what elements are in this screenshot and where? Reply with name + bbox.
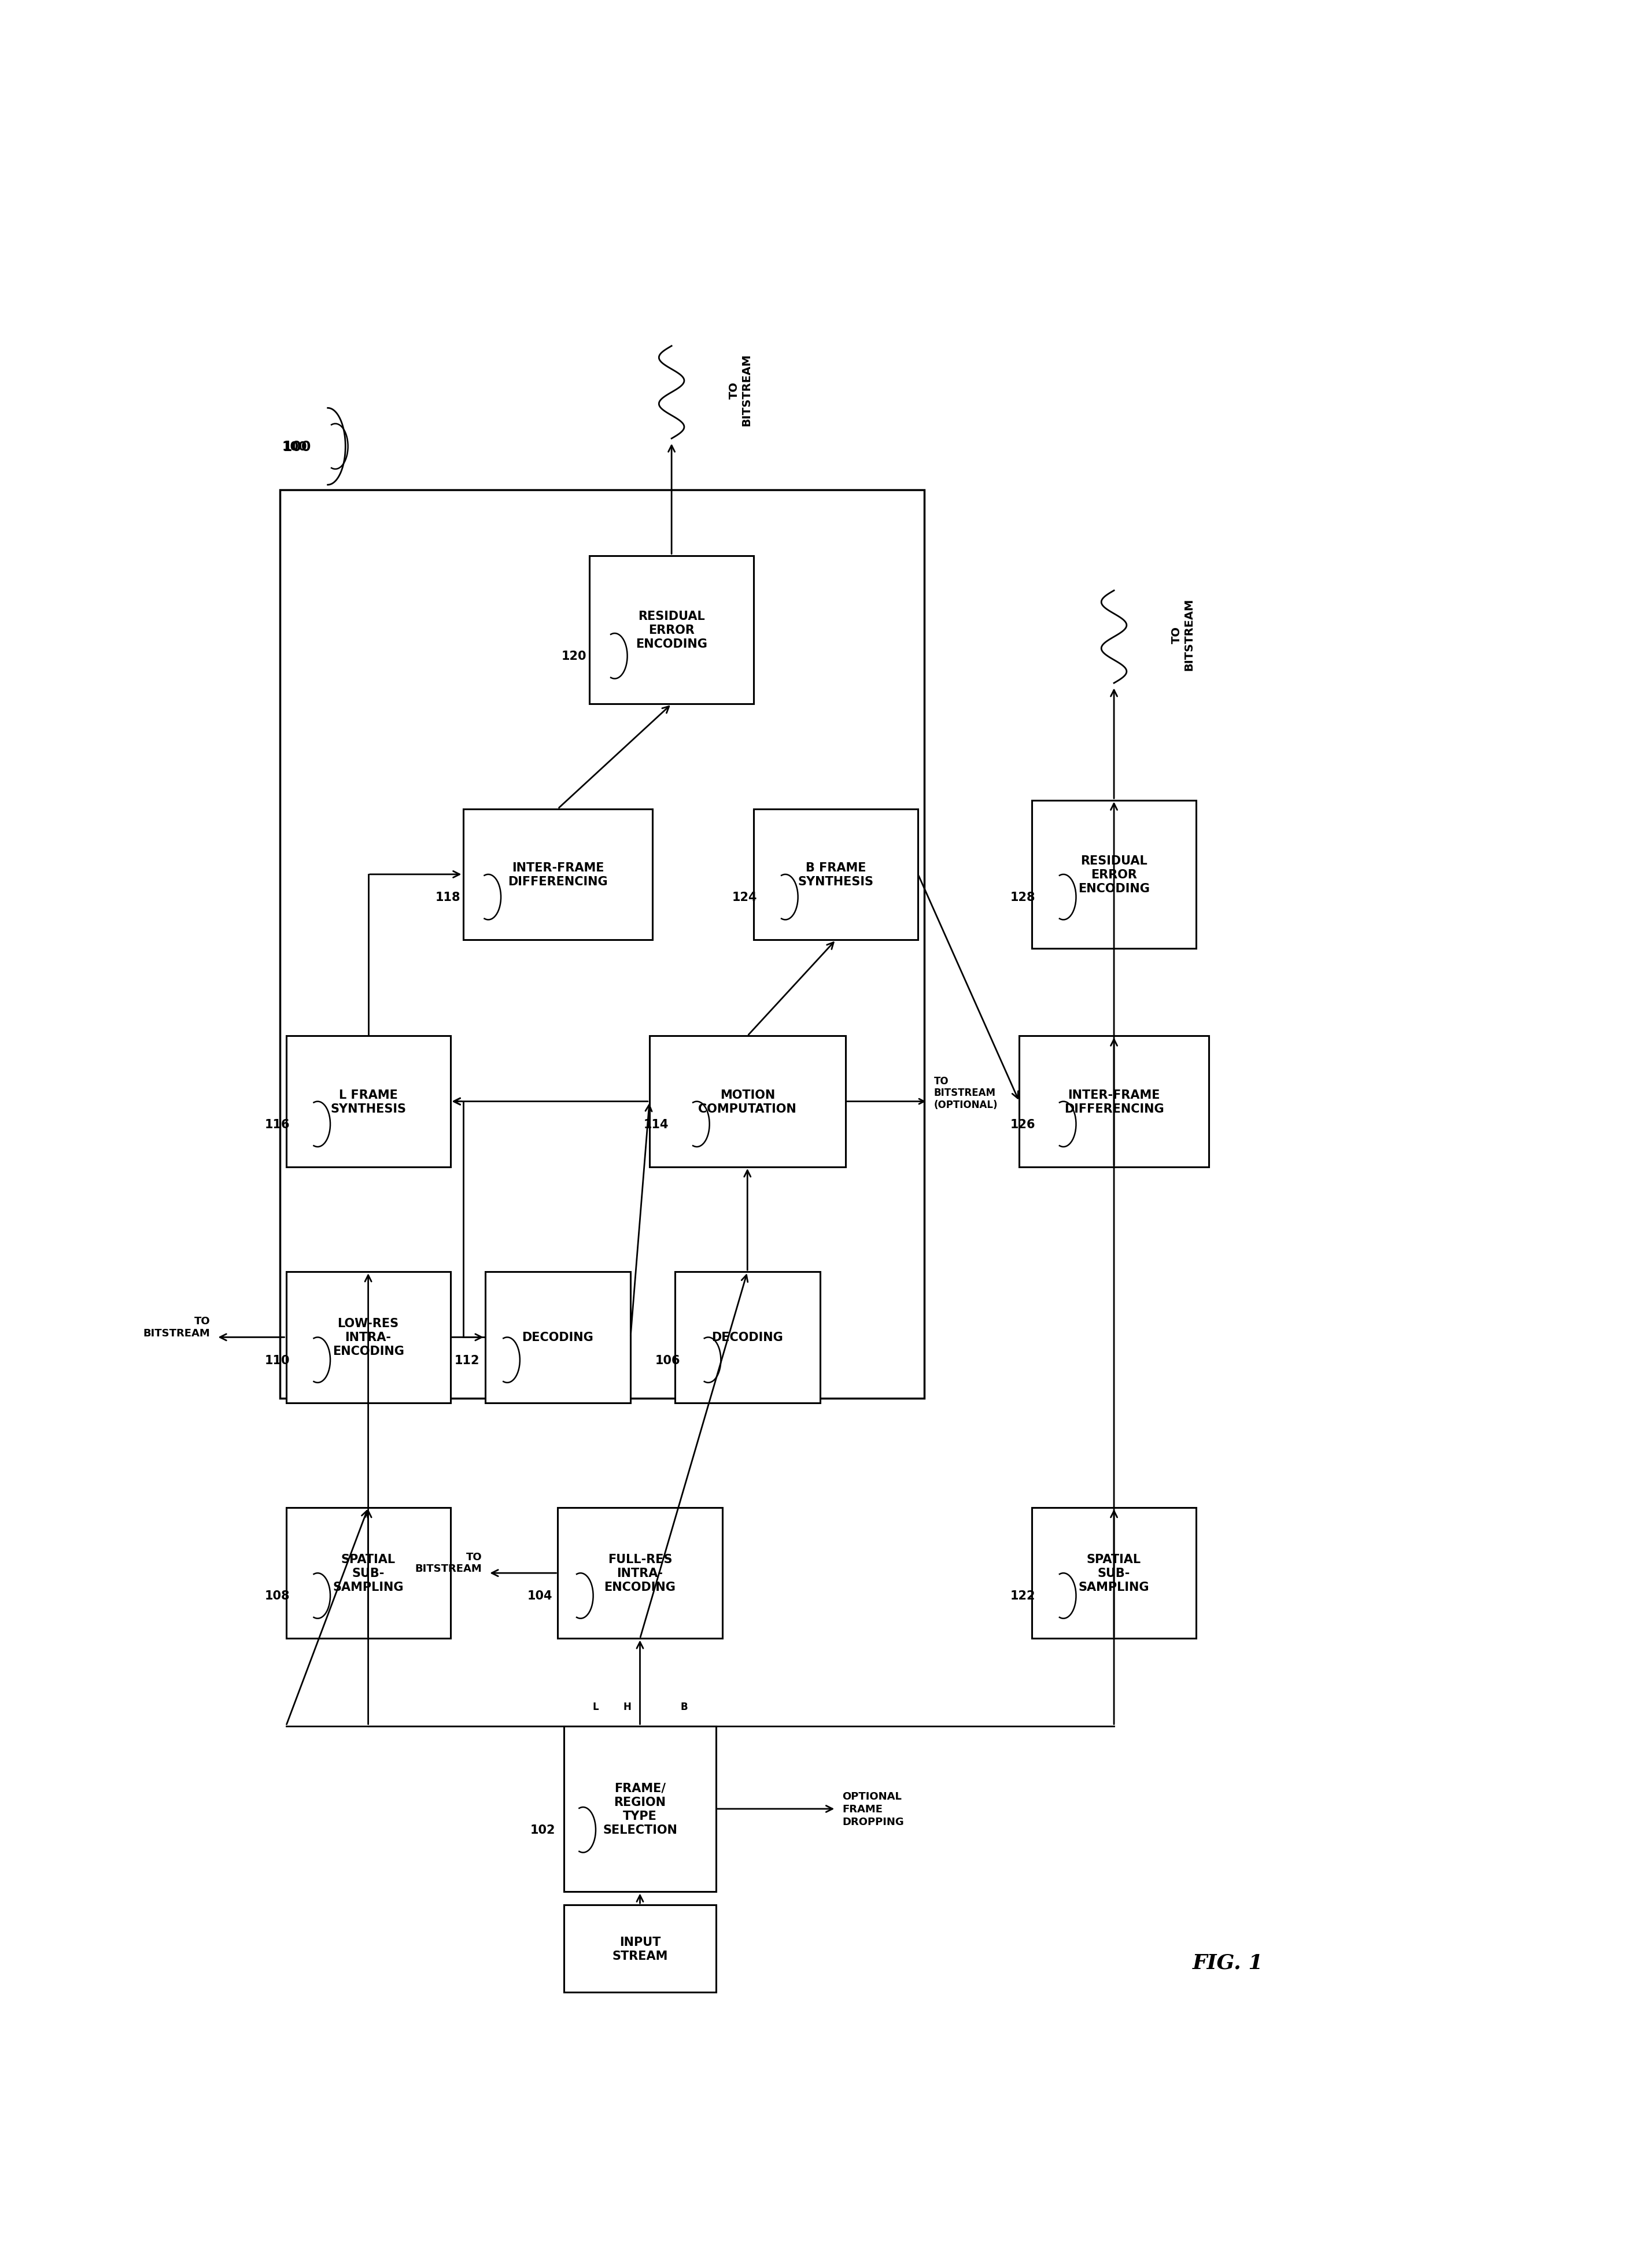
- Text: B: B: [680, 1701, 688, 1712]
- Text: 128: 128: [1010, 891, 1036, 903]
- Bar: [285, 1272, 450, 1404]
- Bar: [281, 490, 925, 1399]
- Text: 102: 102: [530, 1823, 555, 1835]
- Text: RESIDUAL
ERROR
ENCODING: RESIDUAL ERROR ENCODING: [636, 610, 708, 651]
- Text: 106: 106: [656, 1354, 680, 1365]
- Bar: [564, 1905, 716, 1991]
- Bar: [564, 1726, 716, 1892]
- Bar: [754, 810, 918, 941]
- Bar: [675, 1272, 820, 1404]
- Text: 112: 112: [453, 1354, 480, 1365]
- Text: INTER-FRAME
DIFFERENCING: INTER-FRAME DIFFERENCING: [1063, 1089, 1165, 1114]
- Bar: [558, 1508, 723, 1640]
- Text: 116: 116: [264, 1118, 290, 1129]
- Text: INPUT
STREAM: INPUT STREAM: [612, 1937, 667, 1962]
- Text: 124: 124: [732, 891, 757, 903]
- Text: DECODING: DECODING: [711, 1331, 783, 1343]
- Text: B FRAME
SYNTHESIS: B FRAME SYNTHESIS: [798, 862, 874, 887]
- Text: 122: 122: [1010, 1590, 1036, 1601]
- Text: 120: 120: [561, 651, 587, 662]
- Bar: [1032, 1508, 1196, 1640]
- Bar: [649, 1036, 845, 1168]
- Text: TO
BITSTREAM
(OPTIONAL): TO BITSTREAM (OPTIONAL): [935, 1075, 998, 1109]
- Text: 104: 104: [527, 1590, 553, 1601]
- Text: 108: 108: [264, 1590, 290, 1601]
- Text: SPATIAL
SUB-
SAMPLING: SPATIAL SUB- SAMPLING: [1078, 1554, 1150, 1592]
- Text: MOTION
COMPUTATION: MOTION COMPUTATION: [698, 1089, 796, 1114]
- Text: 100: 100: [282, 440, 307, 454]
- Text: RESIDUAL
ERROR
ENCODING: RESIDUAL ERROR ENCODING: [1078, 855, 1150, 894]
- Text: SPATIAL
SUB-
SAMPLING: SPATIAL SUB- SAMPLING: [333, 1554, 403, 1592]
- Bar: [285, 1508, 450, 1640]
- Text: OPTIONAL
FRAME
DROPPING: OPTIONAL FRAME DROPPING: [842, 1792, 904, 1828]
- Bar: [484, 1272, 631, 1404]
- Bar: [1032, 801, 1196, 948]
- Text: FULL-RES
INTRA-
ENCODING: FULL-RES INTRA- ENCODING: [603, 1554, 675, 1592]
- Text: L FRAME
SYNTHESIS: L FRAME SYNTHESIS: [331, 1089, 406, 1114]
- Text: 100: 100: [282, 440, 312, 454]
- Text: INTER-FRAME
DIFFERENCING: INTER-FRAME DIFFERENCING: [507, 862, 608, 887]
- Bar: [589, 556, 754, 705]
- Text: LOW-RES
INTRA-
ENCODING: LOW-RES INTRA- ENCODING: [333, 1318, 404, 1356]
- Text: TO
BITSTREAM: TO BITSTREAM: [414, 1551, 483, 1574]
- Text: 126: 126: [1010, 1118, 1036, 1129]
- Bar: [285, 1036, 450, 1168]
- Bar: [1019, 1036, 1209, 1168]
- Bar: [463, 810, 652, 941]
- Text: FRAME/
REGION
TYPE
SELECTION: FRAME/ REGION TYPE SELECTION: [603, 1783, 677, 1835]
- Text: TO
BITSTREAM: TO BITSTREAM: [144, 1315, 210, 1338]
- Text: L: L: [592, 1701, 599, 1712]
- Text: H: H: [623, 1701, 631, 1712]
- Text: 110: 110: [264, 1354, 290, 1365]
- Text: TO
BITSTREAM: TO BITSTREAM: [729, 354, 752, 426]
- Text: 114: 114: [644, 1118, 669, 1129]
- Text: FIG. 1: FIG. 1: [1192, 1953, 1262, 1973]
- Text: 118: 118: [435, 891, 460, 903]
- Text: DECODING: DECODING: [522, 1331, 594, 1343]
- Text: TO
BITSTREAM: TO BITSTREAM: [1171, 599, 1194, 671]
